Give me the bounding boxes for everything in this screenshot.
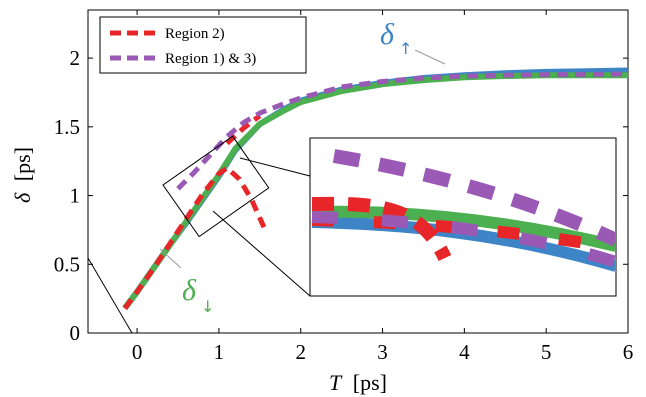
series-line-region2 <box>122 165 267 310</box>
zoom-callout <box>162 135 617 297</box>
y-tick-label: 1 <box>70 184 81 208</box>
zoom-source-box <box>162 135 270 238</box>
x-tick-label: 1 <box>214 340 225 364</box>
x-axis-label: T [ps] <box>329 370 387 395</box>
plot-frame <box>87 9 629 334</box>
series-line-region2_upper <box>225 113 262 146</box>
inset-curve-region2 <box>311 196 452 262</box>
annotation-delta-down: δ ↓ <box>159 248 214 316</box>
inset-curve-region13b <box>311 211 615 268</box>
axes-frame <box>87 9 629 334</box>
x-tick-label: 0 <box>132 340 143 364</box>
inset-curves <box>311 149 615 272</box>
annotation-delta-up-pointer <box>414 49 446 65</box>
x-tick-label: 6 <box>623 340 634 364</box>
annotation-delta-up-sub: ↑ <box>399 39 412 58</box>
y-tick-label: 2 <box>70 46 81 70</box>
legend-label-region2: Region 2) <box>165 26 225 42</box>
zoom-connector-bottom <box>212 210 311 297</box>
y-tick-label: 1.5 <box>54 115 80 139</box>
inset-curve-region13 <box>332 149 615 247</box>
annotation-delta-down-sub: ↓ <box>201 297 214 316</box>
annotation-delta-down-symbol: δ <box>182 274 197 307</box>
legend: Region 2) Region 1) & 3) <box>99 16 307 74</box>
x-tick-label: 4 <box>459 340 470 364</box>
annotation-delta-up: δ ↑ <box>380 18 446 65</box>
x-tick-label: 3 <box>377 340 388 364</box>
legend-label-region13: Region 1) & 3) <box>165 51 256 67</box>
y-axis-label: δ [ps] <box>10 147 35 203</box>
y-tick-label: 0.5 <box>54 252 80 276</box>
zoom-connector-top <box>239 157 311 177</box>
x-tick-label: 5 <box>541 340 552 364</box>
annotation-delta-down-pointer <box>159 248 182 269</box>
y-tick-label: 0 <box>70 321 81 345</box>
legend-box <box>99 16 307 74</box>
leader-line-left <box>87 257 133 334</box>
annotation-delta-up-symbol: δ <box>380 18 395 51</box>
tick-layer: 0 1 2 3 4 5 6 0 0.5 1 1.5 2 <box>54 10 634 364</box>
x-tick-label: 2 <box>295 340 306 364</box>
